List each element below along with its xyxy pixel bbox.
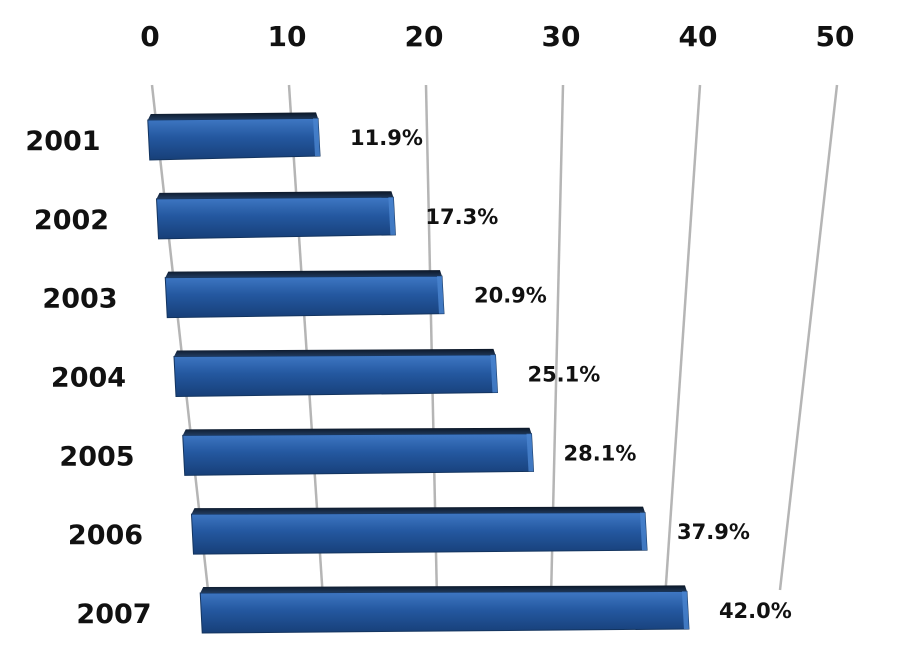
grid-line-10 [287,84,324,591]
bar-2006 [190,506,648,555]
bar-2007 [199,585,690,634]
bar-cap-2007 [681,591,689,629]
bar-2001 [147,112,321,161]
category-labels: 2001 2002 2003 2004 2005 2006 2007 [25,126,151,630]
data-label-2003: 20.9% [474,284,547,308]
grid-line-50 [778,84,839,591]
bar-cap-2003 [436,276,444,314]
bar-top-2005 [182,427,532,436]
data-label-2002: 17.3% [425,205,498,229]
bar-face-2007 [199,590,690,634]
bar-top-2001 [147,112,319,120]
data-label-2006: 37.9% [677,520,750,544]
grid-line-0 [150,84,210,591]
x-tick-label-0: 0 [140,20,159,53]
x-tick-label-10: 10 [268,20,307,53]
data-label-2001: 11.9% [350,126,423,150]
bar-cap-2001 [313,118,321,156]
bar-face-2001 [147,117,321,161]
grid-line-20 [424,84,439,591]
data-label-2004: 25.1% [527,363,600,387]
bar-cap-2004 [490,354,498,393]
category-label-2006: 2006 [68,520,143,551]
bar-face-2006 [190,512,648,555]
bar-face-2005 [182,433,535,476]
bar-2002 [155,191,396,240]
category-label-2002: 2002 [34,205,109,236]
bar-face-2004 [173,354,498,398]
bar-2005 [182,427,535,476]
bars [147,112,690,634]
category-label-2001: 2001 [25,126,100,157]
bar-top-2006 [191,506,646,515]
x-tick-label-20: 20 [405,20,444,53]
grid-lines [150,84,839,591]
data-label-2005: 28.1% [564,441,637,465]
x-tick-labels: 0 10 20 30 40 50 [140,20,854,53]
bar-face-2002 [155,196,396,240]
bar-2004 [173,348,498,398]
x-tick-label-50: 50 [816,20,855,53]
category-label-2005: 2005 [59,441,134,472]
category-label-2007: 2007 [76,599,151,630]
bar-2003 [164,270,445,319]
bar-top-2002 [156,191,394,199]
x-tick-label-30: 30 [542,20,581,53]
bar-cap-2005 [526,433,534,472]
bar-top-2004 [173,348,496,357]
bar-top-2007 [200,585,687,593]
bar-cap-2002 [388,197,396,235]
data-label-2007: 42.0% [719,599,792,623]
bar-face-2003 [164,275,445,319]
category-label-2003: 2003 [42,284,117,315]
grid-line-30 [549,84,565,591]
x-tick-label-40: 40 [679,20,718,53]
category-label-2004: 2004 [51,363,126,394]
bar-cap-2006 [640,512,648,551]
data-labels: 11.9% 17.3% 20.9% 25.1% 28.1% 37.9% 42.0% [350,126,792,623]
bar-top-2003 [165,270,442,278]
grid-line-40 [664,84,702,591]
